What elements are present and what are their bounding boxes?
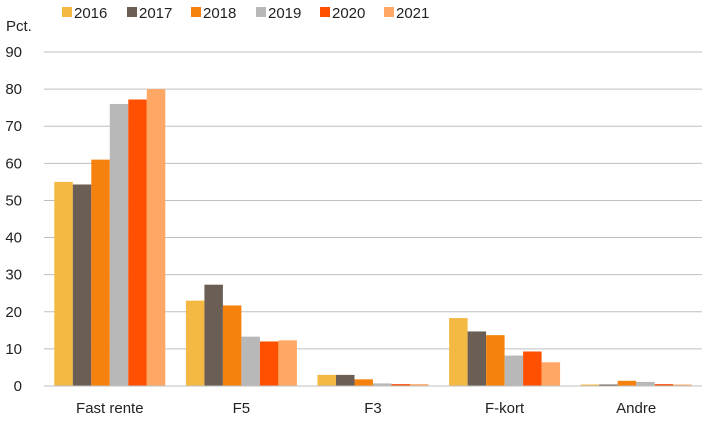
bar — [204, 284, 223, 386]
y-tick-label: 90 — [5, 44, 22, 61]
bar — [241, 336, 260, 386]
bar — [185, 300, 205, 386]
bar — [222, 305, 242, 386]
legend-swatch — [320, 7, 330, 17]
legend: 2016 2017 2018 2019 2020 2021 — [62, 5, 429, 22]
x-category-label: Fast rente — [76, 400, 144, 417]
bar — [504, 355, 524, 386]
legend-label: 2017 — [139, 5, 172, 22]
bar — [654, 384, 674, 386]
bar — [486, 335, 505, 386]
bar — [467, 331, 487, 386]
y-tick-label: 50 — [5, 192, 22, 209]
y-tick-label: 40 — [5, 230, 22, 247]
bar — [523, 351, 542, 386]
legend-swatch — [256, 7, 266, 17]
legend-label: 2019 — [268, 5, 301, 22]
bar — [636, 381, 655, 386]
y-tick-label: 30 — [5, 267, 22, 284]
y-tick-label: 20 — [5, 304, 22, 321]
bar — [373, 383, 392, 386]
y-axis-title: Pct. — [6, 18, 32, 35]
legend-swatch — [127, 7, 137, 17]
bar — [146, 89, 166, 386]
bar — [354, 379, 373, 386]
bar — [410, 384, 429, 386]
bar — [599, 384, 618, 386]
bar — [128, 99, 147, 386]
x-category-label: Andre — [616, 400, 656, 417]
bar — [580, 384, 600, 386]
x-category-label: F5 — [233, 400, 251, 417]
legend-label: 2018 — [203, 5, 236, 22]
x-category-label: F-kort — [485, 400, 525, 417]
bar — [109, 103, 129, 386]
y-tick-label: 10 — [5, 341, 22, 358]
legend-swatch — [62, 7, 72, 17]
bar — [541, 362, 561, 386]
bar — [391, 384, 410, 386]
bar — [91, 159, 110, 386]
y-tick-label: 0 — [14, 378, 22, 395]
legend-swatch — [384, 7, 394, 17]
bars — [54, 89, 692, 386]
x-axis-labels: Fast rente F5 F3 F-kort Andre — [76, 400, 656, 417]
bar — [449, 318, 468, 386]
bar — [617, 380, 637, 386]
y-axis-ticks: 0 10 20 30 40 50 60 70 80 90 — [5, 44, 22, 395]
bar — [72, 184, 92, 386]
bar — [673, 384, 692, 386]
legend-label: 2016 — [74, 5, 107, 22]
legend-label: 2020 — [332, 5, 365, 22]
legend-label: 2021 — [396, 5, 429, 22]
y-tick-label: 60 — [5, 155, 22, 172]
bar — [278, 340, 297, 386]
bar — [336, 374, 355, 386]
bar — [259, 341, 279, 386]
y-tick-label: 80 — [5, 81, 22, 98]
bar — [317, 374, 336, 386]
x-category-label: F3 — [364, 400, 382, 417]
legend-swatch — [191, 7, 201, 17]
y-tick-label: 70 — [5, 118, 22, 135]
bar — [54, 181, 73, 386]
